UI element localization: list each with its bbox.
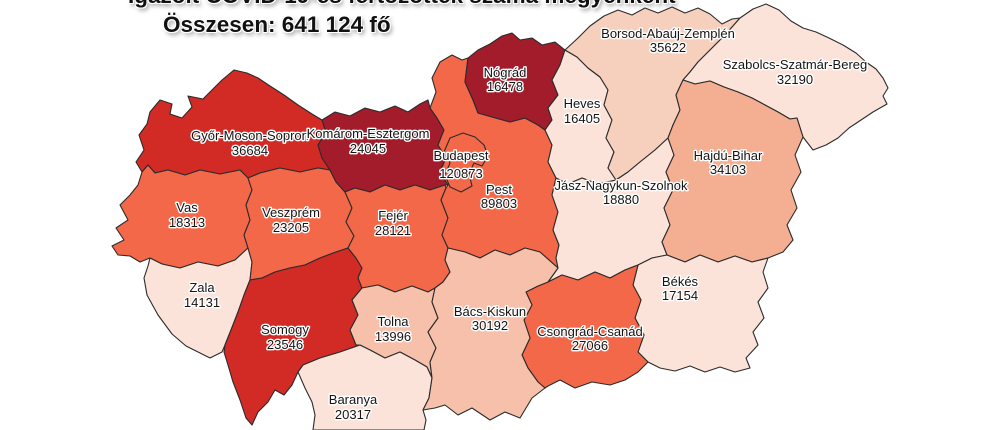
county-label-baranya: Baranya 20317 [329, 392, 378, 422]
county-label-veszprem: Veszprém 23205 [262, 205, 320, 235]
county-label-gyor-moson-sopron: Győr-Moson-Sopron 36684 [191, 128, 309, 158]
county-label-jasz-nagykun-szolnok: Jász-Nagykun-Szolnok 18880 [555, 178, 688, 207]
county-label-heves: Heves 16405 [564, 96, 601, 126]
county-shape-hajdu-bihar [661, 79, 804, 263]
county-shape-budapest [443, 132, 489, 193]
county-label-hajdu-bihar: Hajdú-Bihar 34103 [694, 148, 763, 177]
county-shape-fejer [344, 184, 451, 293]
county-label-bacs-kiskun: Bács-Kiskun 30192 [454, 304, 526, 333]
county-label-bekes: Békés 17154 [662, 274, 699, 303]
county-shape-bekes [632, 254, 769, 373]
map-title-clipped: Igazolt COVID-19-es fertőzöttek száma me… [128, 0, 676, 9]
county-label-budapest: Budapest 120873 [434, 148, 489, 181]
county-label-vas: Vas 18313 [169, 200, 205, 230]
county-label-csongrad-csanad: Csongrád-Csanád 27066 [537, 324, 643, 353]
county-label-borsod-abauj-zemplen: Borsod-Abaúj-Zemplén 35622 [601, 26, 735, 55]
county-label-fejer: Fejér 28121 [375, 208, 411, 238]
county-label-szabolcs-szatmar-bereg: Szabolcs-Szatmár-Bereg 32190 [723, 57, 868, 87]
county-label-somogy: Somogy 23546 [261, 322, 309, 352]
county-label-zala: Zala 14131 [184, 280, 220, 310]
county-shape-bacs-kiskun [422, 247, 559, 421]
county-label-nograd: Nógrád 16478 [484, 65, 527, 94]
county-label-pest: Pest 89803 [481, 182, 517, 211]
county-label-komarom-esztergom: Komárom-Esztergom 24045 [307, 126, 430, 156]
county-shape-gyor-moson-sopron [135, 69, 331, 179]
total-count-label: Összesen: 641 124 fő [163, 12, 391, 37]
county-shape-baranya [297, 344, 433, 430]
county-label-tolna: Tolna 13996 [375, 314, 411, 344]
